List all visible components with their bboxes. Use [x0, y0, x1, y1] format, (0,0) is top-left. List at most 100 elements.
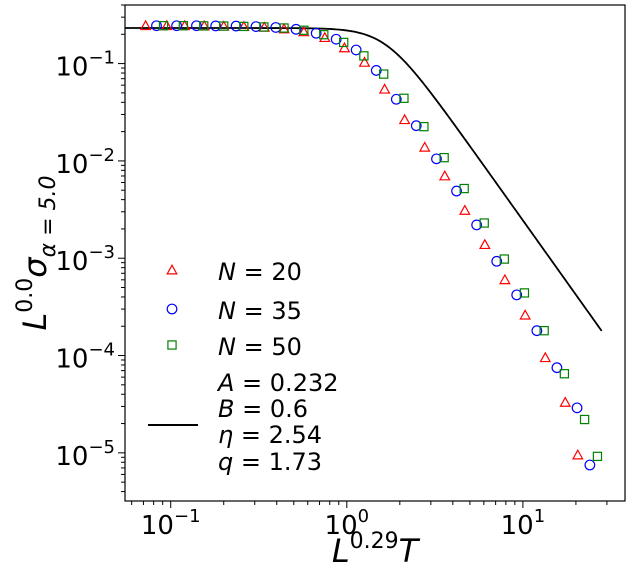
triangle-point [571, 448, 584, 460]
y-axis-label-base: L [16, 313, 54, 331]
circle-point [151, 20, 162, 32]
triangle-point [539, 351, 552, 363]
triangle-point [358, 56, 371, 67]
triangle-point [499, 273, 511, 285]
circle-point [451, 185, 462, 197]
circle-point [511, 289, 523, 301]
y-tick-label: 10−3 [55, 242, 115, 277]
square-point [299, 25, 309, 35]
circle-point [410, 120, 422, 132]
legend-label-50: N = 50 [218, 333, 302, 361]
square-point [178, 21, 189, 31]
triangle-point [338, 41, 351, 53]
triangle-point [459, 204, 471, 215]
triangle-point [318, 31, 331, 43]
square-point [519, 288, 530, 298]
square-point [439, 152, 449, 163]
square-point [399, 93, 409, 103]
circle-point [571, 402, 583, 414]
square-point [579, 414, 590, 425]
x-tick-label: 100 [325, 506, 370, 541]
axis-ticks [118, 4, 608, 508]
square-point [459, 183, 469, 194]
legend-label-20: N = 20 [218, 258, 302, 286]
square-point [199, 21, 209, 31]
square-point [219, 21, 229, 31]
legend-fit-param: B = 0.6 [218, 395, 308, 423]
y-tick-label: 10−5 [55, 437, 115, 472]
square-point [259, 22, 269, 32]
circle-point [191, 20, 202, 32]
square-point [319, 30, 329, 40]
legend-marker-circle [166, 303, 178, 315]
tick-labels: 10−1 100 101 10−1 10−2 10−3 10−4 10−5 [55, 48, 545, 541]
triangle-point [139, 19, 152, 31]
triangle-point [378, 83, 391, 94]
x-axis-label-exponent: 0.29 [350, 529, 399, 554]
y-axis-label-symbol: σ [16, 256, 54, 278]
x-axis-label: L0.29T [332, 529, 421, 570]
y-tick-label: 10−4 [55, 340, 115, 375]
triangle-point [519, 309, 531, 320]
square-point [559, 369, 570, 379]
triangle-point [278, 22, 290, 34]
circle-point [431, 153, 442, 165]
circle-point [551, 362, 563, 374]
legend-marker-square [167, 340, 177, 350]
square-point [479, 218, 489, 228]
square-point [158, 21, 169, 31]
square-point [499, 254, 509, 264]
triangle-point [398, 113, 411, 125]
circle-point [290, 23, 302, 35]
circle-point [230, 20, 242, 32]
data-markers [139, 19, 603, 471]
circle-point [250, 21, 262, 32]
circle-point [330, 33, 342, 45]
square-point [379, 69, 389, 79]
x-axis-label-variable: T [399, 532, 421, 570]
y-tick-label: 10−2 [55, 145, 115, 180]
circle-point [471, 219, 483, 231]
plot-frame [124, 4, 626, 502]
legend-label-35: N = 35 [218, 297, 302, 325]
y-axis-label-subscript: α = 5.0 [36, 175, 61, 257]
legend-fit-param: η = 2.54 [218, 421, 322, 449]
fit-curve [125, 27, 603, 332]
series-35 [151, 20, 596, 471]
circle-point [350, 44, 362, 56]
circle-point [210, 20, 222, 32]
triangle-point [479, 238, 491, 250]
circle-point [584, 459, 596, 471]
x-axis-label-base: L [332, 532, 350, 570]
square-point [592, 451, 603, 462]
triangle-point [438, 169, 451, 181]
square-point [359, 51, 369, 61]
triangle-point [559, 396, 572, 407]
x-tick-label: 10−1 [141, 506, 201, 541]
square-point [419, 121, 429, 132]
legend-fit-param: A = 0.232 [216, 369, 339, 397]
series-20 [139, 19, 584, 460]
square-point [239, 21, 249, 32]
y-tick-label: 10−1 [55, 48, 115, 83]
square-point [279, 23, 289, 33]
triangle-point [298, 25, 310, 37]
plot-area [118, 4, 626, 508]
circle-point [531, 325, 543, 337]
series-50 [158, 21, 603, 462]
triangle-point [418, 141, 431, 152]
circle-point [390, 93, 402, 105]
circle-point [270, 22, 282, 33]
legend-fit-param: q = 1.73 [218, 448, 322, 476]
square-point [339, 37, 349, 48]
legend-marker-triangle [166, 263, 178, 275]
circle-point [491, 255, 503, 267]
x-tick-label: 101 [501, 506, 546, 541]
y-axis-label-exponent: 0.0 [13, 278, 38, 313]
circle-point [171, 20, 183, 32]
circle-point [310, 27, 322, 39]
square-point [539, 326, 549, 336]
y-axis-label: L0.0σα = 5.0 [13, 175, 61, 330]
